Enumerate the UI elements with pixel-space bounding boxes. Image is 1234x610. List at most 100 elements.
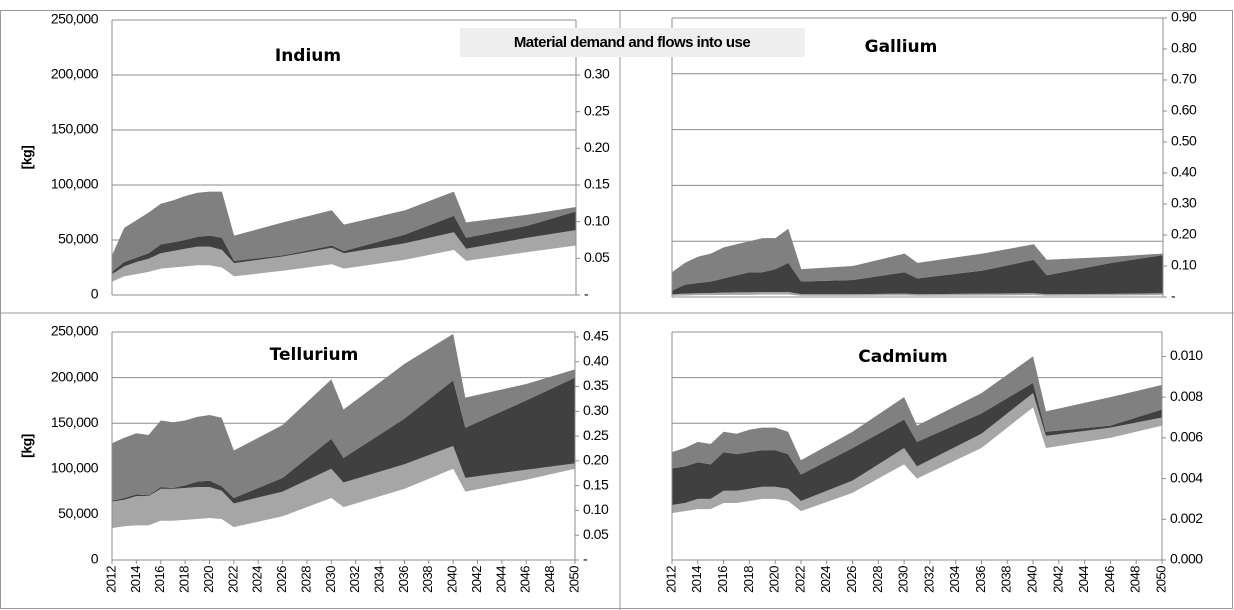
area (112, 468, 575, 560)
x-tick-label: 2028 (298, 566, 313, 593)
x-tick-label: 2042 (1050, 566, 1065, 593)
x-tick-label: 2038 (999, 566, 1014, 593)
area (112, 245, 576, 295)
y-tick-label: 250,000 (51, 11, 99, 27)
y-tick-label: 50,000 (58, 505, 99, 521)
plots: 0 50,000 100,000 150,000 200,000 250,000 - 0.05… (19, 9, 1204, 593)
y-tick-label: 0 (91, 286, 99, 302)
y2-tick-label: 0.15 (584, 176, 610, 192)
area (112, 230, 576, 282)
x-tick-label: 2048 (1128, 566, 1143, 593)
x-tick-label: 2012 (663, 566, 678, 593)
x-tick-label: 2032 (347, 566, 362, 593)
x-tick-label: 2024 (818, 566, 833, 593)
x-tick-label: 2026 (844, 566, 859, 593)
x-tick-label: 2044 (493, 566, 508, 593)
area (672, 407, 1162, 560)
x-tick-label: 2050 (566, 566, 581, 593)
area (672, 255, 1163, 295)
y2-tick-label: - (583, 551, 588, 567)
y2-tick-label: 0.002 (1170, 510, 1203, 526)
x-tick-label: 2036 (973, 566, 988, 593)
x-tick-label: 2030 (896, 566, 911, 593)
outer-frame (0, 10, 1233, 609)
y2-tick-label: 0.000 (1170, 551, 1203, 567)
y2-tick-label: 0.45 (583, 328, 609, 344)
y-tick-label: 200,000 (51, 368, 99, 384)
x-tick-label: 2036 (396, 566, 411, 593)
y2-tick-label: 0.05 (583, 526, 609, 542)
x-tick-label: 2038 (420, 566, 435, 593)
y-axis-label: [kg] (19, 434, 35, 458)
area (112, 191, 576, 272)
title-box (460, 28, 805, 57)
x-tick-label: 2034 (371, 566, 386, 593)
y2-tick-label: 0.30 (584, 66, 610, 82)
y-tick-label: 200,000 (51, 66, 99, 82)
y2-tick-label: 0.10 (1171, 257, 1197, 273)
area (672, 393, 1162, 514)
y-tick-label: 150,000 (51, 414, 99, 430)
y2-tick-label: 0.20 (1171, 226, 1197, 242)
x-tick-label: 2034 (947, 566, 962, 593)
panel-title: Cadmium (858, 347, 947, 367)
y2-tick-label: 0.008 (1170, 388, 1203, 404)
x-tick-label: 2020 (767, 566, 782, 593)
y2-tick-label: 0.25 (584, 102, 610, 118)
y2-tick-label: 0.50 (1171, 133, 1197, 149)
x-tick-label: 2044 (1076, 566, 1091, 593)
y-tick-label: 100,000 (51, 460, 99, 476)
x-tick-label: 2020 (201, 566, 216, 593)
area (112, 333, 575, 501)
y-tick-label: 0 (91, 551, 99, 567)
x-tick-label: 2018 (177, 566, 192, 593)
area (672, 356, 1162, 475)
y-tick-label: 50,000 (58, 231, 99, 247)
x-tick-label: 2042 (469, 566, 484, 593)
area (112, 446, 575, 529)
x-tick-label: 2028 (870, 566, 885, 593)
y-tick-label: 100,000 (51, 176, 99, 192)
x-tick-label: 2016 (715, 566, 730, 593)
x-tick-label: 2050 (1153, 566, 1168, 593)
area (672, 228, 1163, 291)
y2-tick-label: - (584, 286, 589, 302)
x-tick-label: 2014 (128, 566, 143, 593)
y2-tick-label: 0.010 (1170, 347, 1203, 363)
x-tick-label: 2024 (250, 566, 265, 593)
y2-tick-label: 0.25 (583, 427, 609, 443)
x-tick-label: 2048 (542, 566, 557, 593)
x-tick-label: 2016 (152, 566, 167, 593)
x-tick-label: 2040 (445, 566, 460, 593)
y2-tick-label: 0.006 (1170, 429, 1203, 445)
area (112, 377, 575, 504)
y2-tick-label: 0.20 (584, 139, 610, 155)
panel-title: Indium (275, 46, 341, 66)
y2-tick-label: 0.10 (584, 212, 610, 228)
x-tick-label: 2022 (225, 566, 240, 593)
x-tick-label: 2030 (323, 566, 338, 593)
y2-tick-label: - (1171, 288, 1176, 304)
x-tick-label: 2046 (1102, 566, 1117, 593)
y2-tick-label: 0.15 (583, 476, 609, 492)
y2-tick-label: 0.05 (584, 249, 610, 265)
y2-tick-label: 0.70 (1171, 71, 1197, 87)
chart-title: Material demand and flows into use (514, 34, 751, 51)
x-tick-label: 2046 (518, 566, 533, 593)
y2-tick-label: 0.40 (583, 352, 609, 368)
x-tick-label: 2012 (103, 566, 118, 593)
y2-tick-label: 0.004 (1170, 469, 1203, 485)
x-tick-label: 2032 (921, 566, 936, 593)
y-axis-label: [kg] (19, 146, 35, 170)
area (672, 292, 1163, 296)
area (112, 211, 576, 275)
y2-tick-label: 0.10 (583, 501, 609, 517)
panel-title: Tellurium (270, 345, 359, 365)
y2-tick-label: 0.20 (583, 452, 609, 468)
x-tick-label: 2040 (1024, 566, 1039, 593)
y-tick-label: 250,000 (51, 323, 99, 339)
y2-tick-label: 0.30 (583, 402, 609, 418)
y2-tick-label: 0.90 (1171, 9, 1197, 25)
y-tick-label: 150,000 (51, 121, 99, 137)
